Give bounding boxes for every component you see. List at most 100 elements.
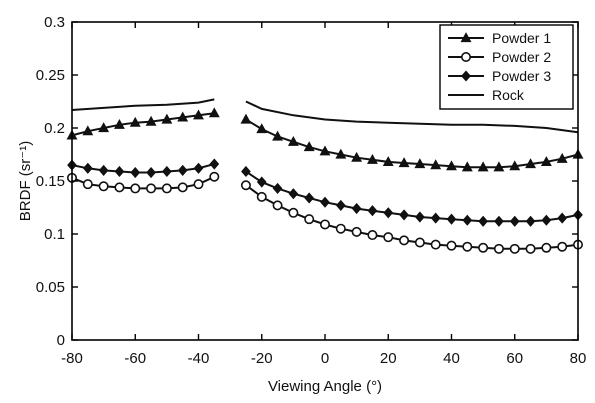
data-point bbox=[146, 183, 157, 194]
series-layer bbox=[66, 98, 584, 254]
y-tick-label: 0 bbox=[57, 332, 65, 349]
data-point bbox=[335, 199, 346, 211]
data-point bbox=[493, 161, 505, 172]
legend-entry: Rock bbox=[448, 87, 525, 103]
data-point bbox=[351, 226, 362, 237]
series-powder-3 bbox=[67, 158, 583, 227]
data-point bbox=[98, 122, 110, 133]
data-point bbox=[304, 192, 315, 204]
data-point bbox=[493, 243, 504, 254]
data-point bbox=[430, 212, 441, 224]
series-line bbox=[245, 170, 579, 223]
data-point bbox=[288, 207, 299, 218]
data-point bbox=[430, 239, 441, 250]
y-axis-label: BRDF (sr⁻¹) bbox=[17, 141, 34, 221]
legend-entry: Powder 2 bbox=[448, 49, 551, 65]
data-point bbox=[461, 161, 473, 172]
x-tick-label: -40 bbox=[188, 350, 210, 367]
data-point bbox=[478, 215, 488, 227]
series-powder-1 bbox=[66, 107, 584, 172]
data-point bbox=[383, 207, 394, 219]
data-point bbox=[509, 243, 520, 254]
series-line bbox=[71, 112, 215, 137]
data-point bbox=[146, 166, 156, 179]
data-point bbox=[525, 158, 537, 169]
legend-swatch-marker bbox=[460, 51, 471, 62]
data-point bbox=[509, 215, 520, 227]
x-tick-label: 0 bbox=[321, 350, 329, 367]
data-point bbox=[366, 153, 378, 164]
x-tick-label: 20 bbox=[380, 350, 397, 367]
data-point bbox=[177, 164, 188, 176]
data-point bbox=[303, 141, 315, 152]
data-point bbox=[415, 211, 425, 223]
data-point bbox=[208, 107, 220, 118]
data-point bbox=[304, 214, 315, 225]
data-point bbox=[367, 205, 378, 217]
data-point bbox=[193, 162, 204, 174]
data-point bbox=[272, 200, 283, 211]
y-tick-label: 0.25 bbox=[36, 67, 65, 84]
data-point bbox=[114, 182, 125, 193]
data-point bbox=[399, 209, 409, 221]
data-point bbox=[319, 145, 331, 156]
data-point bbox=[288, 188, 299, 200]
data-point bbox=[399, 235, 410, 246]
y-tick-label: 0.15 bbox=[36, 173, 65, 190]
data-point bbox=[177, 182, 188, 193]
x-tick-label: -60 bbox=[124, 350, 146, 367]
data-point bbox=[446, 213, 457, 225]
series-line bbox=[71, 175, 215, 190]
legend-label: Powder 3 bbox=[492, 68, 551, 84]
legend-swatch-marker bbox=[461, 70, 471, 82]
data-point bbox=[398, 157, 410, 168]
data-point bbox=[82, 162, 93, 174]
data-point bbox=[351, 151, 363, 162]
data-point bbox=[162, 165, 172, 178]
data-point bbox=[320, 196, 330, 208]
series-line bbox=[245, 118, 579, 169]
data-point bbox=[256, 176, 267, 188]
x-tick-label: 60 bbox=[506, 350, 523, 367]
data-point bbox=[556, 152, 568, 163]
data-point bbox=[240, 180, 251, 191]
data-point bbox=[541, 214, 552, 226]
data-point bbox=[193, 179, 204, 190]
series-line bbox=[71, 98, 215, 111]
data-point bbox=[161, 183, 172, 194]
legend-swatch-marker bbox=[460, 32, 472, 43]
legend-entry: Powder 1 bbox=[448, 30, 551, 46]
data-point bbox=[241, 165, 251, 178]
data-point bbox=[130, 166, 141, 179]
y-tick-label: 0.3 bbox=[44, 14, 65, 31]
data-point bbox=[494, 215, 504, 227]
data-point bbox=[256, 123, 268, 134]
data-point bbox=[382, 156, 394, 167]
data-point bbox=[82, 179, 93, 190]
data-point bbox=[319, 219, 330, 230]
data-point bbox=[446, 160, 457, 171]
data-point bbox=[272, 130, 284, 141]
series-line bbox=[71, 163, 215, 174]
data-point bbox=[130, 183, 141, 194]
data-point bbox=[351, 203, 362, 215]
data-point bbox=[209, 171, 220, 182]
data-point bbox=[98, 164, 109, 176]
data-point bbox=[335, 148, 347, 159]
data-point bbox=[462, 214, 473, 226]
data-point bbox=[114, 165, 125, 178]
legend: Powder 1 Powder 2 Powder 3 Rock bbox=[439, 24, 574, 110]
data-point bbox=[240, 113, 252, 124]
series-powder-2 bbox=[67, 171, 583, 254]
data-point bbox=[462, 241, 473, 252]
data-point bbox=[383, 232, 394, 243]
series-line bbox=[245, 100, 579, 134]
x-tick-label: -20 bbox=[251, 350, 273, 367]
data-point bbox=[557, 212, 568, 224]
legend-label: Powder 2 bbox=[492, 49, 551, 65]
data-point bbox=[540, 156, 552, 167]
legend-label: Powder 1 bbox=[492, 30, 551, 46]
x-tick-label: 80 bbox=[570, 350, 587, 367]
tick-layer: -80 -60 -40 -20 0 20 40 60 80 0 0.05 0.1 0.15 0.2 0.25… bbox=[36, 14, 587, 367]
